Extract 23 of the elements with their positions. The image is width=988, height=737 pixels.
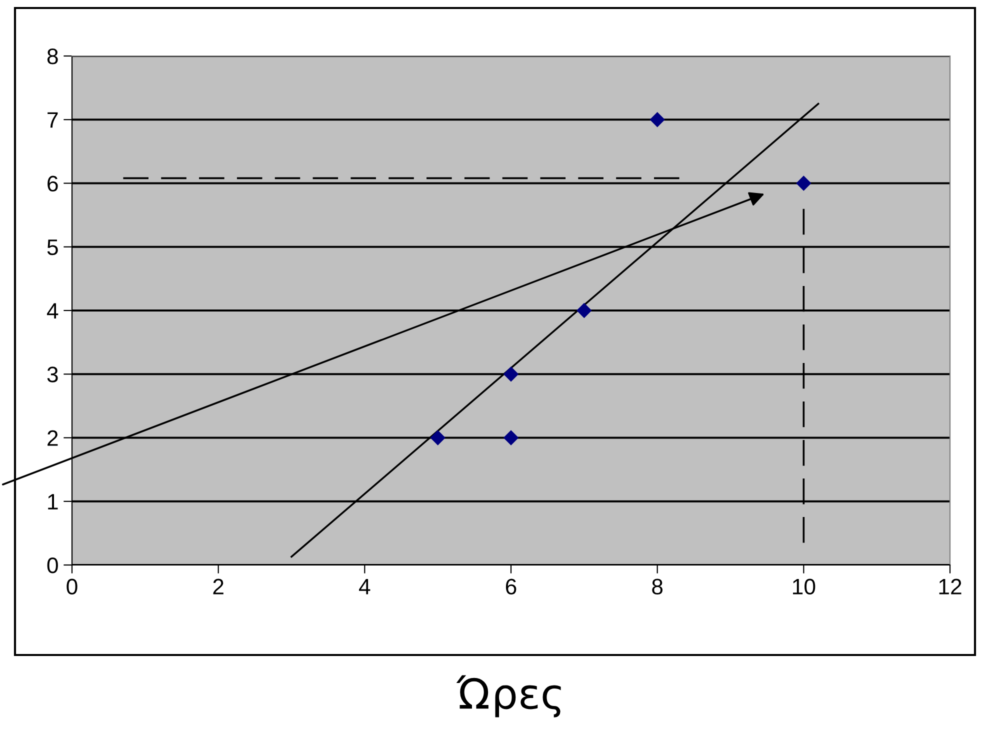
point [796,176,812,191]
point [576,302,592,318]
point [650,112,665,128]
y-tick-label: 8 [47,48,58,64]
x-tick-label: 2 [213,578,224,594]
y-tick-label: 7 [48,112,58,128]
x-tick-label: 8 [652,578,663,595]
point [503,366,519,382]
y-tick-label: 2 [48,430,58,446]
x-axis-title: Ώρες [456,675,561,718]
point [503,430,519,446]
y-tick-label: 3 [47,366,58,382]
x-tick-label: 12 [939,578,962,594]
x-tick-label: 10 [793,578,816,595]
y-tick-label: 6 [48,176,58,192]
x-tick-label: 0 [66,578,78,595]
y-tick-label: 5 [47,240,58,256]
y-tick-label: 0 [47,558,58,574]
point [430,430,446,446]
y-tick-label: 1 [48,494,58,510]
x-tick-label: 6 [506,578,516,595]
y-tick-label: 4 [46,303,58,319]
x-tick-label: 4 [359,579,370,594]
